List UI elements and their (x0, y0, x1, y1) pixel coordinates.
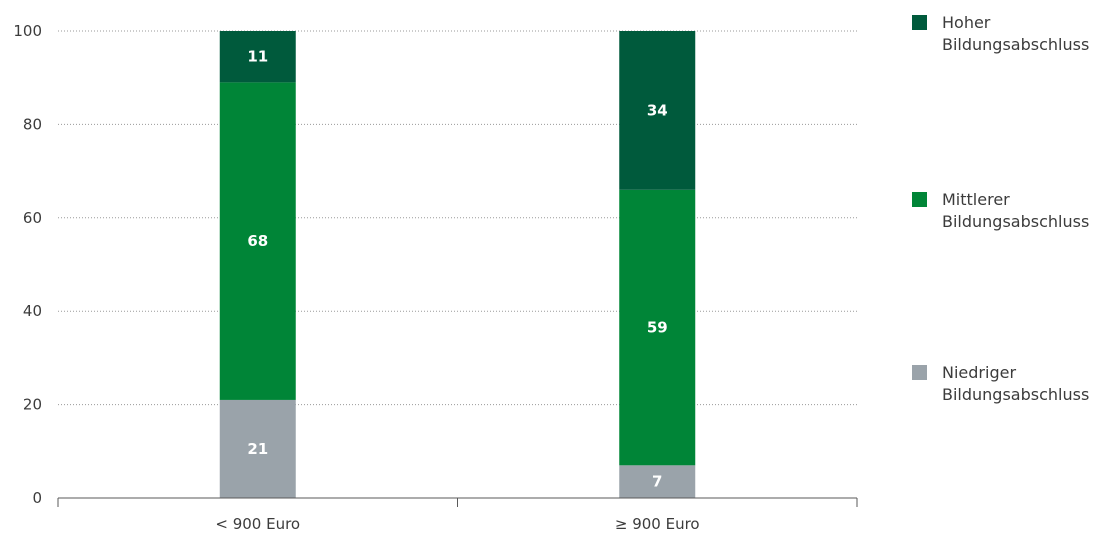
data-label-1-0: 7 (652, 473, 662, 491)
data-labels: 21 68 11 7 59 34 (247, 48, 667, 491)
legend: Hoher Bildungsabschluss Mittlerer Bildun… (912, 0, 1112, 542)
bar-segment-0-2 (219, 31, 296, 83)
legend-label-mittlerer: Mittlerer Bildungsabschluss (942, 189, 1112, 233)
y-tick-label-80: 80 (23, 115, 42, 133)
data-label-1-1: 59 (647, 319, 668, 337)
x-axis (57, 497, 858, 507)
legend-label-hoher: Hoher Bildungsabschluss (942, 12, 1112, 56)
legend-swatch-hoher (912, 15, 927, 30)
legend-label-line1: Mittlerer (942, 190, 1010, 209)
legend-label-line2: Bildungsabschluss (942, 385, 1090, 404)
legend-swatch-mittlerer (912, 192, 927, 207)
legend-swatch-niedriger (912, 365, 927, 380)
y-tick-label-60: 60 (23, 209, 42, 227)
data-label-0-0: 21 (247, 440, 268, 458)
data-label-0-2: 11 (247, 48, 268, 66)
x-tick-label-1: ≥ 900 Euro (615, 515, 700, 533)
stacked-bar-chart: 0 20 40 60 80 100 21 68 11 7 59 34 < 900 Euro ≥ 900… (13, 22, 858, 533)
y-tick-label-20: 20 (23, 396, 42, 414)
data-label-1-2: 34 (647, 101, 668, 119)
y-tick-label-40: 40 (23, 302, 42, 320)
data-label-0-1: 68 (247, 232, 268, 250)
bar-segment-1-0 (619, 465, 696, 498)
bar-segment-1-2 (619, 31, 696, 190)
bar-segment-0-1 (219, 82, 296, 400)
legend-label-line1: Niedriger (942, 363, 1017, 382)
y-tick-label-0: 0 (32, 489, 42, 507)
x-tick-label-0: < 900 Euro (215, 515, 300, 533)
x-axis-tick-labels: < 900 Euro ≥ 900 Euro (215, 515, 699, 533)
y-axis-tick-labels: 0 20 40 60 80 100 (13, 22, 42, 507)
legend-label-niedriger: Niedriger Bildungsabschluss (942, 362, 1112, 406)
legend-label-line2: Bildungsabschluss (942, 212, 1090, 231)
bar-segment-1-1 (619, 189, 696, 466)
legend-label-line1: Hoher (942, 13, 991, 32)
legend-label-line2: Bildungsabschluss (942, 35, 1090, 54)
y-tick-label-100: 100 (13, 22, 42, 40)
bars (219, 31, 696, 498)
gridlines (58, 30, 857, 406)
bar-segment-0-0 (219, 399, 296, 498)
